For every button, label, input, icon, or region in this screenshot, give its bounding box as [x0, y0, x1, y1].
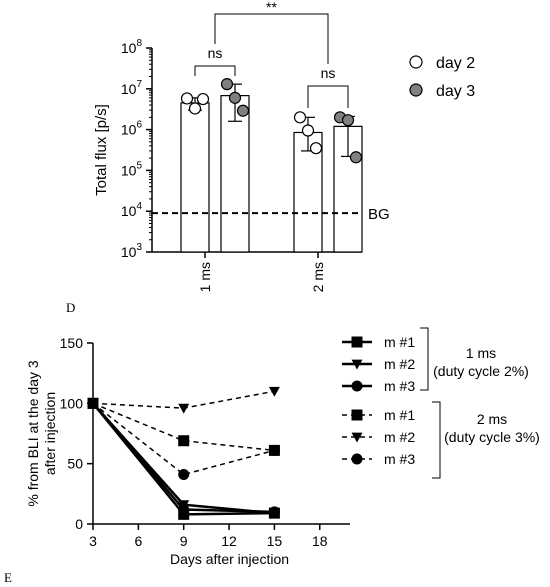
- y-tick-label: 105: [121, 160, 143, 178]
- y-tick-label: 100: [60, 395, 84, 411]
- data-point: [196, 92, 210, 106]
- data-point: [220, 78, 234, 91]
- legend-marker: [409, 83, 423, 97]
- data-point: [293, 111, 307, 124]
- legend-group-label: 1 ms: [466, 345, 496, 361]
- legend-label: m #2: [384, 356, 415, 372]
- legend-marker: [351, 336, 363, 348]
- legend-label: m #1: [384, 334, 415, 350]
- legend-group-sublabel: (duty cycle 3%): [444, 429, 540, 445]
- y-axis-label-line: % from BLI at the day 3: [25, 360, 41, 507]
- data-point: [309, 142, 323, 155]
- data-point: [236, 104, 250, 117]
- series-marker: [178, 435, 190, 447]
- y-axis-label: % from BLI at the day 3after injection: [25, 360, 58, 507]
- legend-group-sublabel: (duty cycle 2%): [433, 363, 529, 379]
- legend-marker: [351, 453, 363, 465]
- series-marker: [268, 506, 280, 518]
- legend-marker: [409, 55, 423, 69]
- data-point: [301, 124, 315, 137]
- y-tick-label: 104: [121, 201, 143, 219]
- x-tick-label: 15: [267, 533, 283, 549]
- legend-label: m #3: [384, 451, 415, 467]
- data-point: [180, 92, 194, 105]
- legend-label: day 2: [436, 55, 475, 72]
- y-tick-label: 106: [121, 120, 143, 138]
- data-point: [228, 91, 242, 104]
- series-line: [92, 402, 275, 516]
- x-tick-label: 9: [180, 533, 188, 549]
- y-tick-label: 50: [67, 456, 83, 472]
- legend-label: m #3: [384, 378, 415, 394]
- legend-label: day 3: [436, 83, 475, 100]
- data-point: [341, 114, 355, 127]
- data-point: [349, 151, 363, 164]
- data-point: [188, 102, 202, 115]
- legend-bracket: [420, 327, 429, 391]
- series-marker: [268, 444, 280, 456]
- sig-bracket: [307, 85, 349, 108]
- baseline-label: BG: [368, 206, 390, 223]
- sig-bracket: [194, 65, 236, 76]
- y-tick-label: 0: [75, 516, 83, 532]
- y-tick-label: 107: [121, 79, 143, 97]
- sig-label-ns: ns: [208, 45, 223, 61]
- line-chart: 0 50 100 150 3 6 9 12 15 18 Days after injection % …: [25, 327, 540, 567]
- legend-marker: [351, 380, 363, 392]
- legend-marker: [351, 409, 363, 421]
- series-line: [92, 402, 275, 476]
- x-tick-label: 6: [134, 533, 142, 549]
- y-axis-label-line: after injection: [42, 392, 58, 475]
- y-tick-label: 150: [60, 335, 84, 351]
- series-marker: [178, 469, 190, 481]
- series-marker: [87, 397, 99, 409]
- y-tick-label: 108: [121, 38, 143, 56]
- sig-label-star: **: [266, 0, 277, 15]
- y-axis-label: Total flux [p/s]: [93, 104, 110, 196]
- x-tick-label: 12: [221, 533, 237, 549]
- legend-bracket: [432, 401, 441, 479]
- bar: [293, 131, 323, 253]
- sig-bracket: [214, 13, 329, 64]
- x-tick-label: 1 ms: [197, 262, 213, 292]
- series-marker: [268, 386, 280, 397]
- legend-label: m #2: [384, 429, 415, 445]
- series-marker: [178, 504, 190, 516]
- panel-label-d: D: [66, 300, 75, 315]
- sig-label-ns: ns: [321, 65, 336, 81]
- x-tick-label: 3: [89, 533, 97, 549]
- bar: [180, 102, 210, 253]
- legend-marker: [351, 359, 363, 370]
- x-axis-label: Days after injection: [170, 551, 289, 567]
- legend-group-label: 2 ms: [477, 411, 507, 427]
- panel-label-e: E: [4, 570, 12, 585]
- x-tick-label: 18: [312, 533, 328, 549]
- legend-label: m #1: [384, 407, 415, 423]
- y-tick-label: 103: [121, 242, 143, 260]
- series-marker: [178, 403, 190, 414]
- x-tick-label: 2 ms: [310, 262, 326, 292]
- bar-chart: Total flux [p/s] 103 104 105 106 107 108 1 ms 2 …: [93, 0, 475, 292]
- legend-marker: [351, 432, 363, 443]
